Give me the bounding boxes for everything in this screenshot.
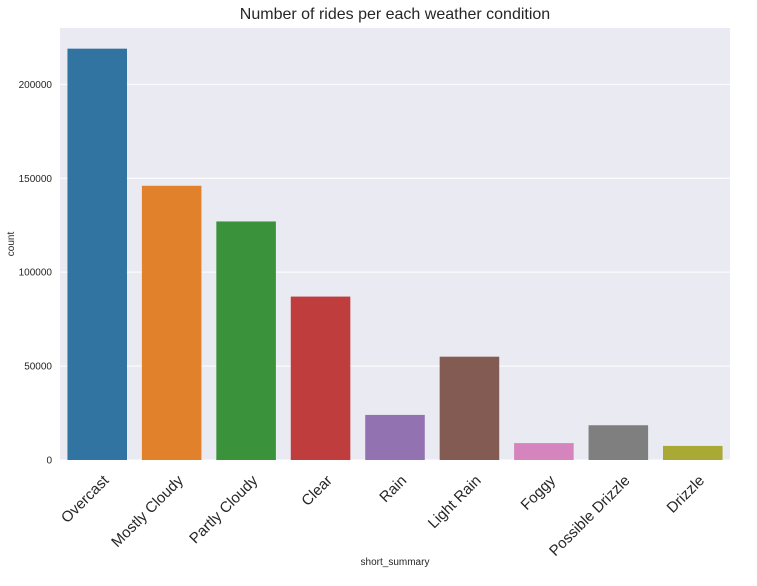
y-axis-label: count <box>6 232 17 257</box>
x-tick-label: Clear <box>298 472 335 509</box>
bar-possible-drizzle <box>588 425 649 460</box>
bar-foggy <box>514 443 574 460</box>
y-axis-ticks: 0 50000 100000 150000 200000 <box>19 80 53 467</box>
bar-light-rain <box>439 356 500 460</box>
x-tick-label: Light Rain <box>425 472 485 532</box>
bar-overcast <box>67 48 127 461</box>
y-tick-label: 150000 <box>19 174 53 185</box>
bars <box>67 48 723 461</box>
x-tick-label: Foggy <box>518 472 560 514</box>
x-tick-label: Partly Cloudy <box>186 472 261 547</box>
x-tick-label: Drizzle <box>664 472 708 516</box>
bar-partly-cloudy <box>216 221 276 460</box>
chart-title: Number of rides per each weather conditi… <box>240 6 550 23</box>
x-tick-label: Rain <box>376 472 410 506</box>
x-tick-label: Possible Drizzle <box>546 472 633 559</box>
bar-rain <box>365 414 425 460</box>
y-tick-label: 50000 <box>24 362 52 373</box>
x-axis-label: short_summary <box>361 557 430 568</box>
bar-mostly-cloudy <box>141 185 202 460</box>
y-tick-label: 0 <box>46 456 52 467</box>
y-tick-label: 200000 <box>19 80 53 91</box>
bar-clear <box>290 296 351 460</box>
y-tick-label: 100000 <box>19 268 53 279</box>
x-tick-label: Overcast <box>58 472 113 527</box>
bar-drizzle <box>663 445 723 460</box>
x-tick-label: Mostly Cloudy <box>108 472 187 551</box>
